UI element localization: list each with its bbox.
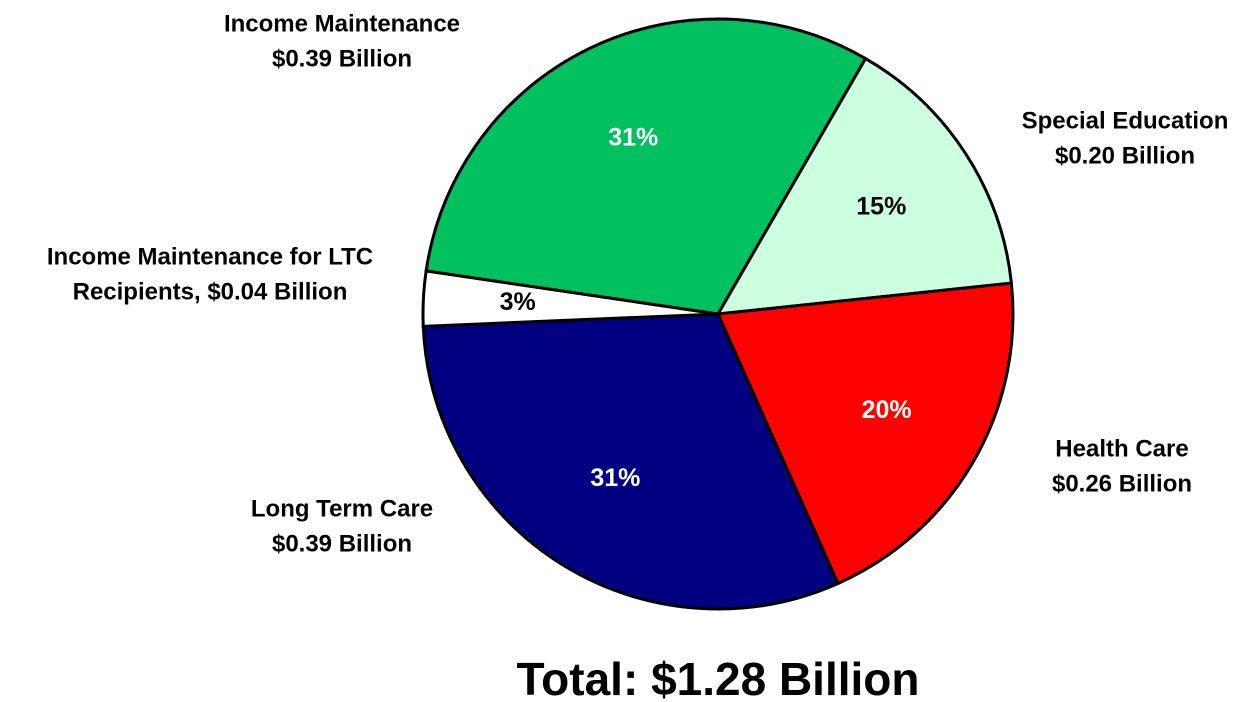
slice-percent-label: 31% bbox=[590, 464, 640, 492]
pie-slice bbox=[421, 312, 840, 611]
slice-label: Income Maintenance bbox=[224, 10, 460, 37]
pie-slice bbox=[424, 17, 868, 316]
slice-percent-label: 31% bbox=[608, 123, 658, 151]
slice-label: Long Term Care bbox=[251, 495, 433, 522]
slice-percent-label: 3% bbox=[500, 288, 536, 316]
slice-percent-label: 15% bbox=[856, 193, 906, 221]
slice-percent-label: 20% bbox=[862, 396, 912, 424]
slice-label: $0.39 Billion bbox=[272, 45, 412, 72]
slice-label: Special Education bbox=[1022, 107, 1229, 134]
slice-label: $0.26 Billion bbox=[1052, 470, 1192, 497]
slice-label: Income Maintenance for LTC bbox=[47, 243, 373, 270]
pie-slice bbox=[715, 281, 1015, 586]
pie-slice bbox=[715, 56, 1014, 316]
slice-label: $0.39 Billion bbox=[272, 530, 412, 557]
slice-label: Recipients, $0.04 Billion bbox=[73, 278, 348, 305]
chart-title: Total: $1.28 Billion bbox=[517, 653, 920, 702]
slice-label: $0.20 Billion bbox=[1055, 142, 1195, 169]
slice-label: Health Care bbox=[1055, 435, 1188, 462]
